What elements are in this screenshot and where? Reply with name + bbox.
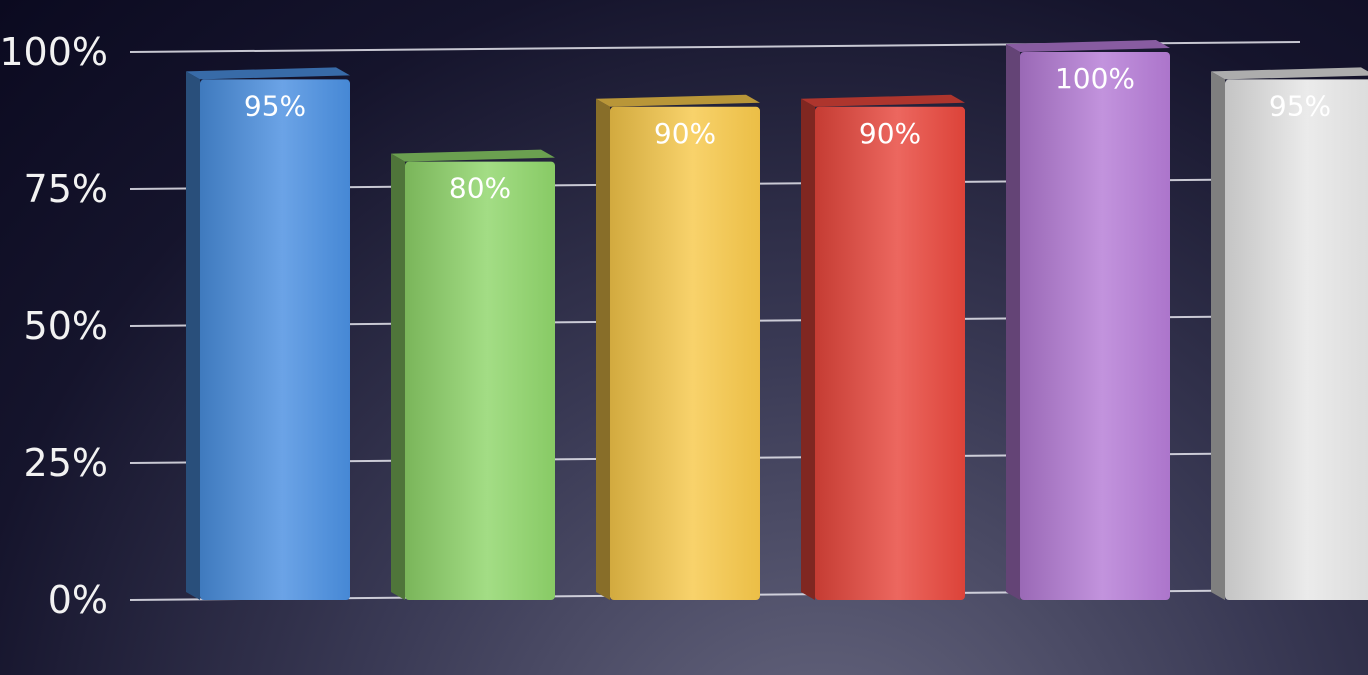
bar-front	[1020, 52, 1170, 600]
data-label: 100%	[1055, 62, 1135, 95]
bar-front	[610, 106, 760, 601]
bar-top	[801, 94, 965, 107]
y-tick-label: 50%	[24, 304, 108, 348]
data-label: 90%	[859, 117, 921, 150]
data-label: 80%	[449, 172, 511, 205]
bar-front	[405, 161, 555, 600]
bar-front	[815, 106, 965, 601]
bar	[391, 149, 555, 600]
bar-side	[1006, 44, 1020, 600]
bar-top	[596, 94, 760, 107]
bar-top	[186, 67, 350, 80]
bar-top	[1006, 40, 1170, 52]
y-tick-label: 100%	[0, 30, 108, 74]
bar-top	[1211, 67, 1368, 80]
bar-side	[596, 98, 610, 601]
bar	[801, 94, 965, 601]
bar	[1006, 40, 1170, 600]
bar-side	[1211, 71, 1225, 600]
bar	[1211, 67, 1368, 600]
bar-front	[200, 79, 350, 600]
bar-top	[391, 149, 555, 162]
data-labels: 95% 80% 90% 90% 100% 95%	[244, 62, 1331, 205]
bars	[186, 40, 1368, 601]
data-label: 90%	[654, 117, 716, 150]
y-tick-label: 25%	[24, 441, 108, 485]
bar-side	[801, 98, 815, 601]
bar-front	[1225, 79, 1368, 600]
data-label: 95%	[1269, 89, 1331, 122]
y-axis-ticks: 0% 25% 50% 75% 100%	[0, 30, 108, 622]
y-tick-label: 75%	[24, 167, 108, 211]
bar-side	[391, 153, 405, 600]
bar	[596, 94, 760, 601]
y-tick-label: 0%	[48, 578, 108, 622]
bar-side	[186, 71, 200, 600]
data-label: 95%	[244, 89, 306, 122]
bar	[186, 67, 350, 600]
